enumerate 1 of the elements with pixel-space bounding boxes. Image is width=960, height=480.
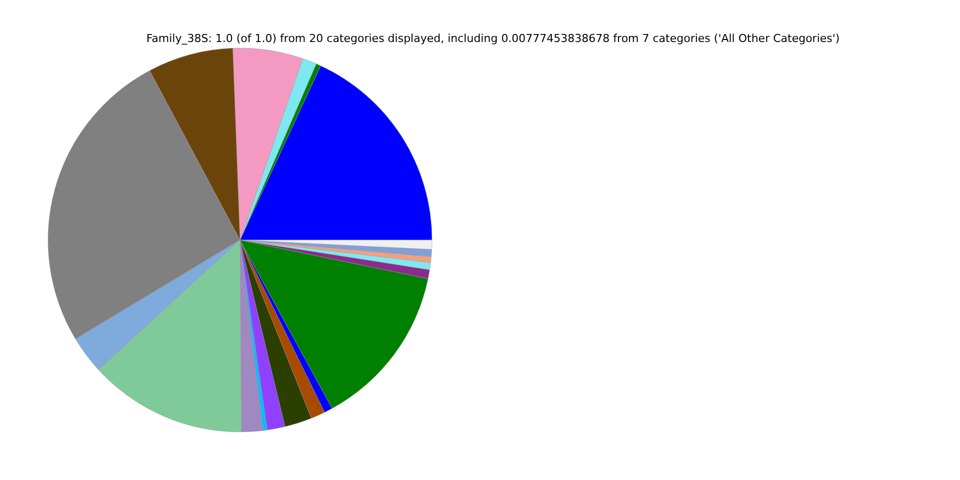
text: Family_38S: 1.0 (of 1.0) from 20 categories displayed, including 0.00777453838678 from 7 categories ('All Other Categories'): [146, 32, 840, 45]
